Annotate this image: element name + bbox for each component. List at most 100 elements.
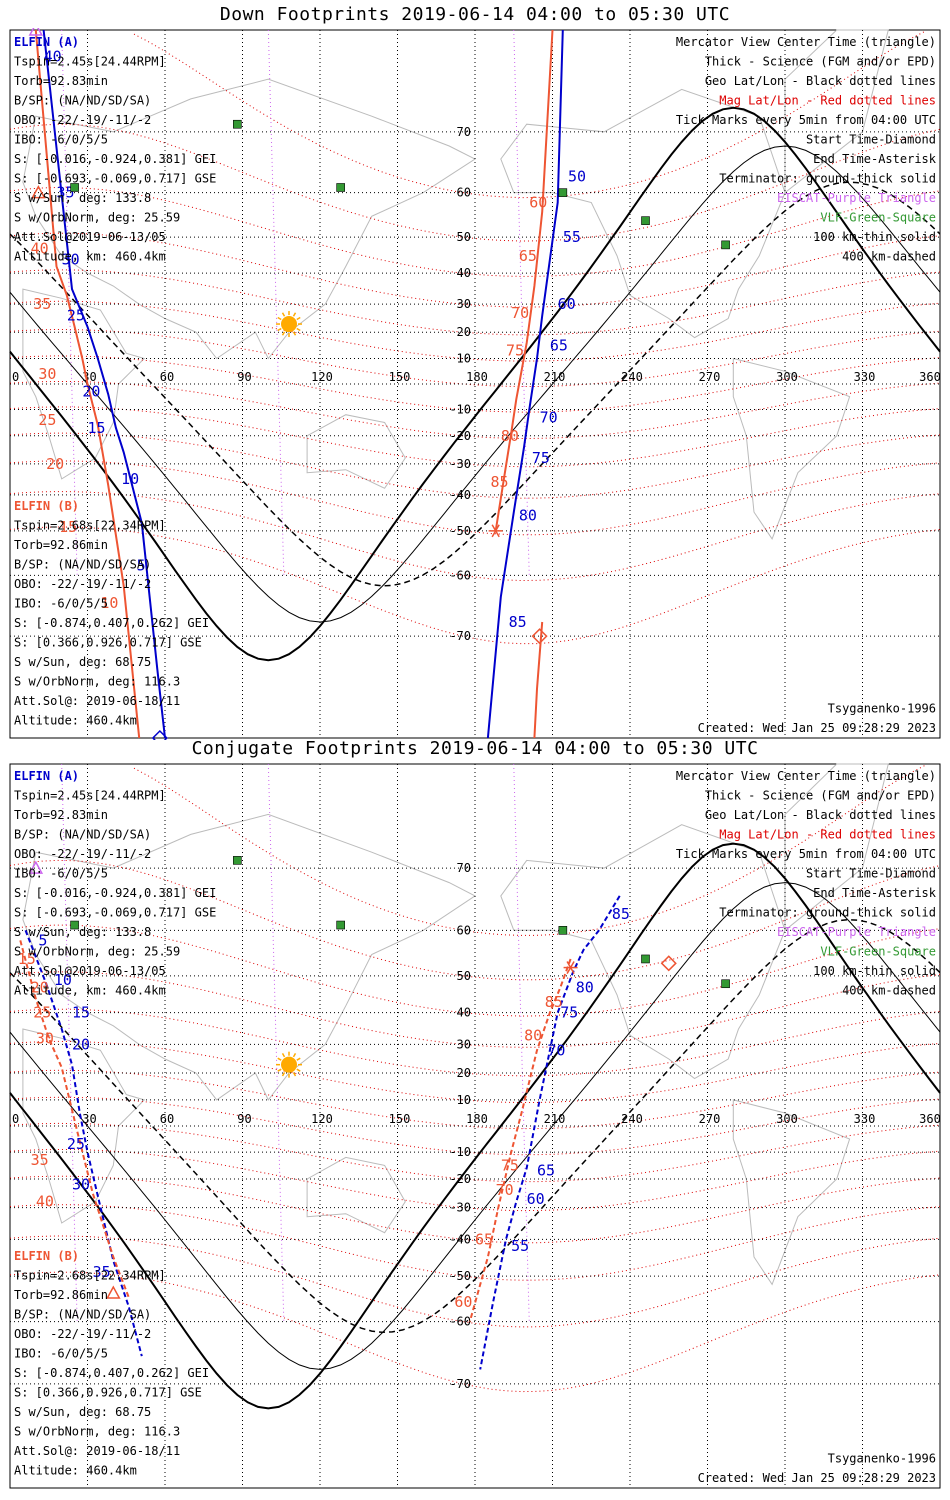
vlf-square-icon bbox=[233, 856, 242, 865]
sun-ray bbox=[281, 312, 286, 317]
lon-tick-label: 150 bbox=[389, 370, 411, 384]
lat-tick-label: 50 bbox=[457, 969, 471, 983]
lon-tick-label: 240 bbox=[621, 1112, 643, 1126]
elfin-a-info-line: OBO: -22/-19/-11/-2 bbox=[14, 847, 151, 861]
legend-entry: End Time-Asterisk bbox=[813, 152, 937, 166]
elfin-b-info-line: S w/Sun, deg: 68.75 bbox=[14, 1405, 151, 1419]
track-time-label: 20 bbox=[82, 383, 100, 401]
legend-entry: Mercator View Center Time (triangle) bbox=[676, 35, 936, 49]
lon-tick-label: 30 bbox=[82, 1112, 96, 1126]
sun-ray bbox=[281, 331, 286, 336]
track-time-label: 5 bbox=[38, 931, 47, 949]
legend-entry: Geo Lat/Lon - Black dotted lines bbox=[705, 808, 936, 822]
center-time-triangle-icon bbox=[28, 860, 44, 874]
sun-ray bbox=[277, 1068, 282, 1072]
lat-tick-label: -10 bbox=[449, 1145, 471, 1159]
start-time-diamond-icon bbox=[660, 955, 677, 972]
conjugate-footprints-map: 0 30 60 90 120 150 180 210 240 270 300 330 360 -70 -60… bbox=[9, 763, 941, 1489]
track-time-label: 40 bbox=[44, 48, 62, 66]
track-time-label: 25 bbox=[38, 411, 56, 429]
lat-tick-label: 50 bbox=[457, 230, 471, 244]
lon-tick-label: 330 bbox=[854, 370, 876, 384]
legend-entry: 100 km-thin solid bbox=[813, 230, 936, 244]
track-time-label: 20 bbox=[46, 455, 64, 473]
mag-lat-line bbox=[9, 1008, 941, 1077]
track-time-label: 30 bbox=[62, 250, 80, 268]
center-time-triangle-icon bbox=[31, 185, 46, 199]
vlf-square-icon bbox=[641, 216, 650, 225]
center-time-triangle-icon bbox=[28, 28, 44, 36]
lat-tick-label: -40 bbox=[449, 488, 471, 502]
lon-tick-label: 90 bbox=[237, 1112, 251, 1126]
track-time-label: 35 bbox=[31, 1151, 49, 1169]
lat-tick-label: 20 bbox=[457, 1066, 471, 1080]
footprint-track-4 bbox=[533, 621, 544, 739]
track-time-label: 65 bbox=[519, 247, 537, 265]
landmass-outline-3 bbox=[500, 88, 786, 339]
center-time-triangle-icon bbox=[106, 1285, 121, 1299]
legend-entry: Terminator: ground-thick solid bbox=[719, 172, 936, 186]
track-time-label: 10 bbox=[100, 594, 118, 612]
track-time-label: 40 bbox=[36, 1193, 54, 1211]
track-time-label: 25 bbox=[67, 1135, 85, 1153]
track-time-label: 10 bbox=[121, 470, 139, 488]
lon-tick-label: 60 bbox=[160, 370, 174, 384]
track-time-label: 35 bbox=[57, 184, 75, 202]
lat-tick-label: -30 bbox=[449, 457, 471, 471]
down-footprints-map: 0 30 60 90 120 150 180 210 240 270 300 330 360 -70 -60… bbox=[9, 28, 941, 740]
sun-ray bbox=[292, 1053, 297, 1058]
vlf-square-icon bbox=[70, 920, 79, 930]
legend-entry: Mercator View Center Time (triangle) bbox=[676, 769, 936, 783]
lat-tick-label: -40 bbox=[449, 1232, 471, 1246]
elfin-a-info-line: S: [-0.016,-0.924,0.381] GEI bbox=[14, 886, 216, 900]
elfin-a-info-line: Altitude, km: 460.4km bbox=[14, 250, 166, 264]
footprint-track-3 bbox=[468, 958, 572, 1322]
elfin-b-info-line: S: [-0.874,0.407,0.262] GEI bbox=[14, 616, 209, 630]
vlf-square-icon bbox=[70, 183, 79, 192]
elfin-b-title: ELFIN (B) bbox=[14, 499, 79, 513]
lat-tick-label: 70 bbox=[457, 125, 471, 139]
lat-tick-label: 20 bbox=[457, 325, 471, 339]
track-time-label: 80 bbox=[519, 507, 537, 525]
elfin-b-info-line: S: [0.366,0.926,0.717] GSE bbox=[14, 1386, 202, 1400]
track-time-label: 30 bbox=[36, 1029, 54, 1047]
track-time-label: 60 bbox=[454, 1293, 472, 1311]
elfin-a-info-line: IBO: -6/0/5/5 bbox=[14, 133, 108, 147]
elfin-a-info-line: S: [-0.016,-0.924,0.381] GEI bbox=[14, 152, 216, 166]
elfin-a-info-line: Altitude, km: 460.4km bbox=[14, 984, 166, 998]
track-time-label: 55 bbox=[511, 1237, 529, 1255]
elfin-b-info-line: S: [0.366,0.926,0.717] GSE bbox=[14, 636, 202, 650]
legend-entry: 400 km-dashed bbox=[842, 984, 936, 998]
elfin-b-info-line: IBO: -6/0/5/5 bbox=[14, 597, 108, 611]
lat-tick-label: 70 bbox=[457, 861, 471, 875]
sun-ray bbox=[281, 1072, 286, 1077]
vlf-square-icon bbox=[336, 920, 345, 930]
start-time-diamond-icon bbox=[531, 628, 548, 645]
vlf-square-icon bbox=[558, 926, 568, 935]
track-time-label: 80 bbox=[576, 979, 594, 997]
lon-tick-label: 210 bbox=[544, 370, 566, 384]
mag-lat-line bbox=[9, 924, 941, 1017]
lat-tick-label: -50 bbox=[449, 1269, 471, 1283]
mag-lat-line bbox=[9, 1175, 941, 1244]
elfin-a-info-line: Att.Sol@2019-06-13/05 bbox=[14, 964, 166, 978]
footprint-track-0 bbox=[24, 929, 143, 1357]
elfin-a-info-line: S w/Sun, deg: 133.8 bbox=[14, 191, 151, 205]
elfin-a-info-line: Torb=92.83min bbox=[14, 808, 108, 822]
elfin-b-info-line: Att.Sol@: 2019-06-18/11 bbox=[14, 1444, 180, 1458]
track-time-label: 65 bbox=[475, 1230, 493, 1248]
vlf-square-icon bbox=[641, 954, 650, 964]
lat-tick-label: -70 bbox=[449, 629, 471, 643]
legend-entry: Start Time-Diamond bbox=[806, 867, 936, 881]
start-time-diamond-icon bbox=[151, 729, 168, 740]
legend-entry: Geo Lat/Lon - Black dotted lines bbox=[705, 74, 936, 88]
elfin-b-info-line: OBO: -22/-19/-11/-2 bbox=[14, 577, 151, 591]
purple-dotted-meridian bbox=[513, 763, 530, 1322]
sun-ray bbox=[281, 1053, 286, 1058]
elfin-b-info-line: S w/Sun, deg: 68.75 bbox=[14, 655, 151, 669]
footprint-track-1 bbox=[19, 940, 130, 1298]
footprint-track-3 bbox=[494, 29, 554, 532]
lon-tick-label: 150 bbox=[389, 1112, 411, 1126]
purple-dotted-meridian bbox=[61, 763, 78, 1322]
end-time-asterisk-icon bbox=[491, 524, 500, 538]
